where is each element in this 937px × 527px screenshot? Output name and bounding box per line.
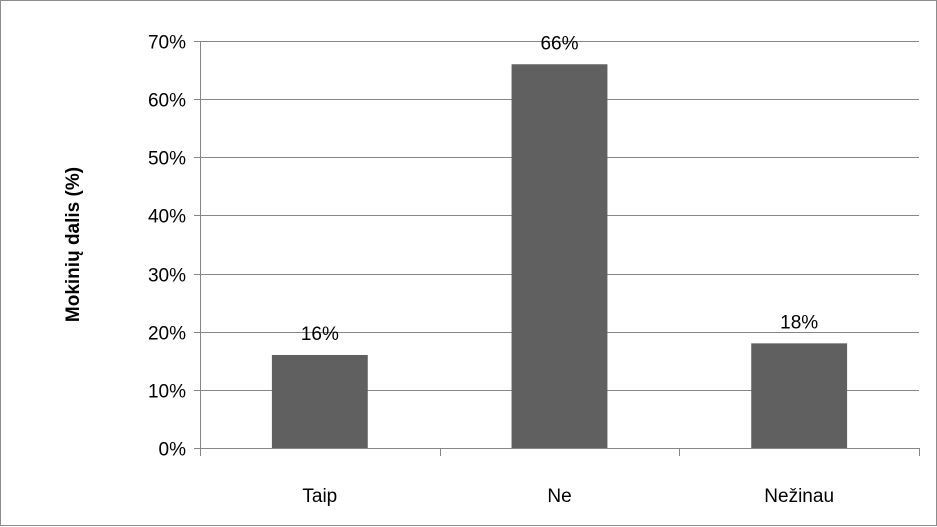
y-tick-label: 40% [148,207,186,228]
bar-ne [511,64,608,448]
data-label: 66% [540,33,578,54]
x-category-label: Ne [547,486,571,507]
y-tick-label: 70% [148,33,186,54]
bar-taip [271,354,368,448]
data-label: 16% [301,324,339,345]
y-tick-label: 30% [148,266,186,287]
y-tick-label: 60% [148,91,186,112]
x-category-label: Taip [302,486,337,507]
bars [271,64,848,448]
y-axis-title: Mokinių dalis (%) [63,167,84,322]
bar-nežinau [751,343,848,448]
y-tick-label: 0% [159,440,187,461]
labels: 0% 10% 20% 30% 40% 50% 60% 70% 16% Taip 66% Ne 18% Ne… [148,33,834,508]
axes [194,41,920,456]
data-label: 18% [780,312,818,333]
x-category-label: Nežinau [764,486,834,507]
y-tick-label: 50% [148,149,186,170]
y-tick-label: 10% [148,382,186,403]
y-tick-label: 20% [148,324,186,345]
